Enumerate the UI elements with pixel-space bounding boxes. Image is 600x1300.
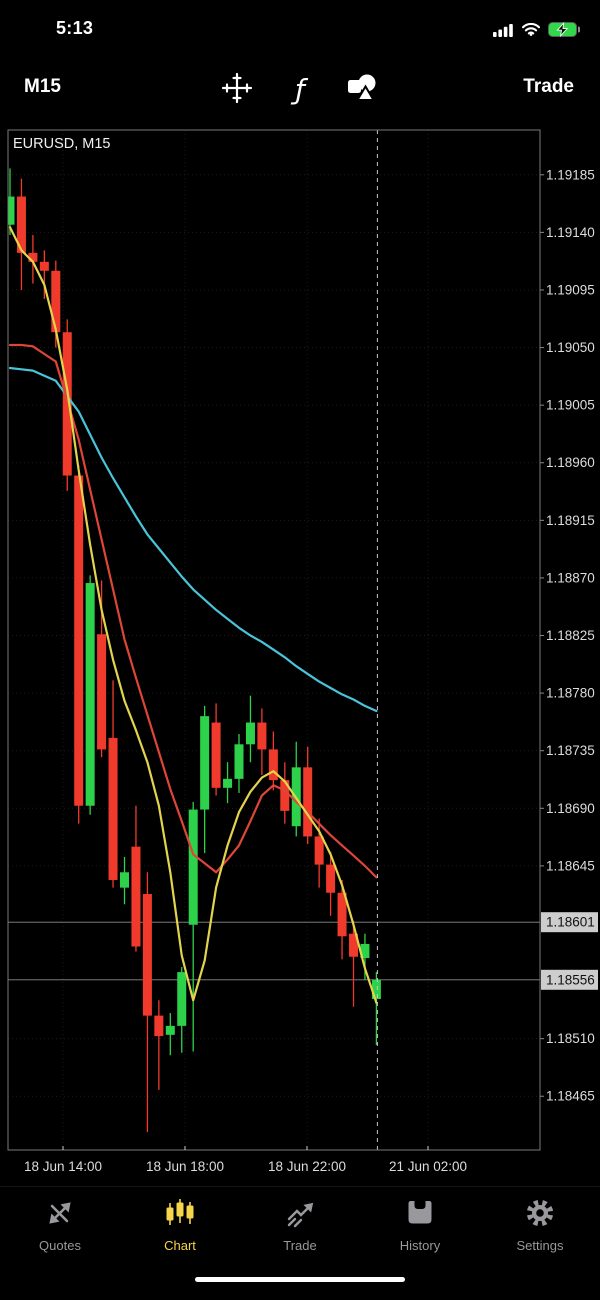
tab-history[interactable]: History	[360, 1187, 480, 1300]
fast-ma	[8, 226, 378, 1004]
svg-text:1.19185: 1.19185	[546, 167, 595, 182]
svg-text:1.19140: 1.19140	[546, 225, 595, 240]
status-time: 5:13	[56, 18, 94, 38]
cellular-signal-icon	[493, 23, 514, 42]
moving-averages-layer	[8, 226, 378, 1004]
tab-quotes[interactable]: Quotes	[0, 1187, 120, 1300]
svg-text:1.18690: 1.18690	[546, 801, 595, 816]
svg-text:18 Jun 14:00: 18 Jun 14:00	[24, 1159, 102, 1174]
svg-text:18 Jun 18:00: 18 Jun 18:00	[146, 1159, 224, 1174]
tab-label: History	[399, 1238, 441, 1253]
objects-shapes-icon	[343, 70, 381, 111]
tab-label: Quotes	[39, 1238, 81, 1253]
settings-gear-icon	[522, 1196, 558, 1235]
svg-text:1.19050: 1.19050	[546, 340, 595, 355]
svg-text:1.19095: 1.19095	[546, 282, 595, 297]
svg-text:1.18510: 1.18510	[546, 1031, 595, 1046]
status-bar: 5:13	[0, 0, 600, 52]
chart-toolbar: M15 ƒ Trade	[0, 52, 600, 128]
chart-candles-icon	[162, 1196, 198, 1235]
chart-border	[7, 129, 541, 1151]
trade-button[interactable]: Trade	[523, 76, 574, 97]
bid-price-tag: 1.18601	[541, 912, 598, 933]
tab-label: Chart	[164, 1238, 196, 1253]
history-tray-icon	[402, 1196, 438, 1235]
svg-text:1.18465: 1.18465	[546, 1089, 595, 1104]
svg-text:1.18825: 1.18825	[546, 628, 595, 643]
slow-ma	[8, 366, 378, 713]
svg-text:21 Jun 02:00: 21 Jun 02:00	[389, 1159, 467, 1174]
objects-button[interactable]	[340, 68, 384, 112]
wifi-icon	[521, 22, 541, 41]
svg-text:1.18735: 1.18735	[546, 743, 595, 758]
trade-trend-icon	[282, 1196, 318, 1235]
tab-label: Settings	[516, 1238, 564, 1253]
status-icons	[493, 21, 581, 42]
candles-layer	[8, 168, 381, 1133]
svg-text:1.18915: 1.18915	[546, 513, 595, 528]
chart-canvas[interactable]: 1.19185 1.19140 1.19095 1.19050 1.19005 1.189…	[0, 0, 600, 1186]
battery-charging-icon	[548, 21, 581, 42]
crosshair-icon	[219, 70, 255, 111]
bid-ask-lines	[8, 921, 540, 981]
svg-text:1.19005: 1.19005	[546, 398, 595, 413]
svg-text:1.18645: 1.18645	[546, 858, 595, 873]
tab-chart[interactable]: Chart	[120, 1187, 240, 1300]
svg-text:1.18870: 1.18870	[546, 570, 595, 585]
function-icon: ƒ	[295, 73, 305, 106]
time-axis: 18 Jun 14:00 18 Jun 18:00 18 Jun 22:00 21 J…	[24, 1146, 467, 1174]
bottom-tab-bar: Quotes Chart	[0, 1186, 600, 1300]
svg-text:1.18601: 1.18601	[546, 915, 595, 930]
svg-text:18 Jun 22:00: 18 Jun 22:00	[268, 1159, 346, 1174]
ask-price-tag: 1.18556	[541, 969, 598, 990]
svg-text:1.18960: 1.18960	[546, 455, 595, 470]
tab-settings[interactable]: Settings	[480, 1187, 600, 1300]
svg-text:1.18780: 1.18780	[546, 686, 595, 701]
timeframe-button[interactable]: M15	[24, 76, 61, 97]
crosshair-button[interactable]	[215, 68, 259, 112]
quotes-arrows-icon	[42, 1196, 78, 1235]
symbol-period-label: EURUSD, M15	[13, 136, 111, 152]
price-axis: 1.19185 1.19140 1.19095 1.19050 1.19005 1.189…	[540, 167, 595, 1104]
home-indicator[interactable]	[195, 1277, 405, 1282]
tab-label: Trade	[283, 1238, 317, 1253]
indicators-button[interactable]: ƒ	[278, 68, 322, 112]
svg-text:1.18556: 1.18556	[546, 972, 595, 987]
tab-trade[interactable]: Trade	[240, 1187, 360, 1300]
